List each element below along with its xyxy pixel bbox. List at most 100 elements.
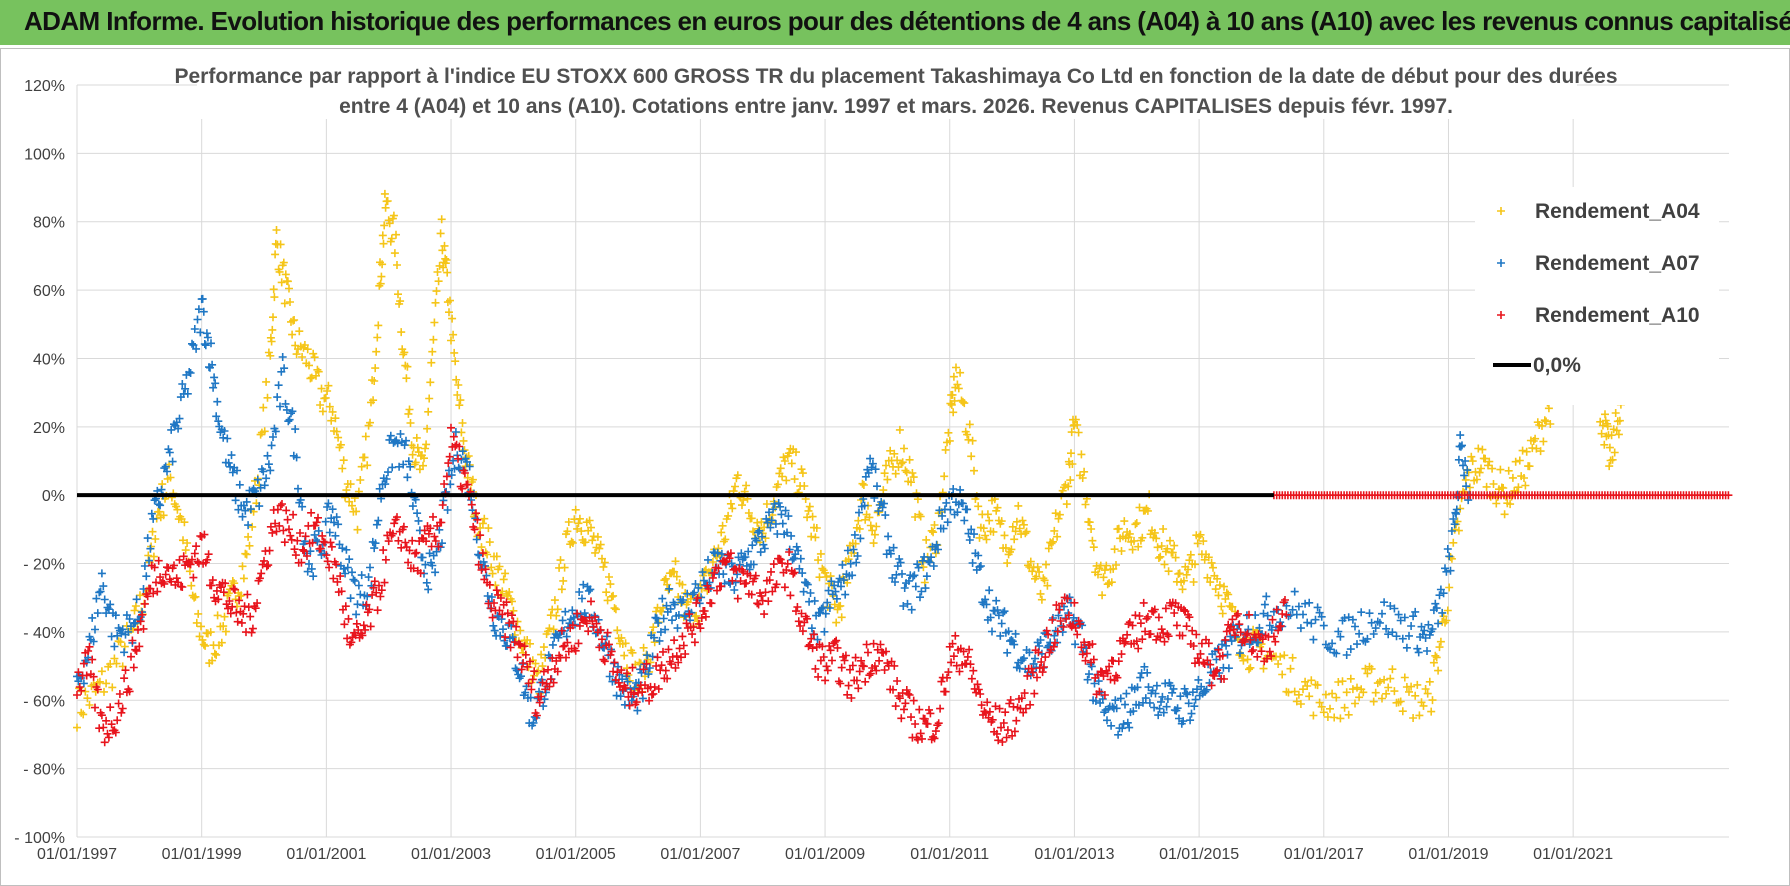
data-point <box>822 573 831 581</box>
data-point <box>384 468 392 477</box>
data-point <box>1001 543 1010 552</box>
data-point <box>229 584 238 593</box>
data-point <box>997 619 1006 628</box>
data-point <box>1144 683 1153 692</box>
data-point <box>442 472 451 481</box>
data-point <box>974 685 983 694</box>
data-point <box>242 550 251 559</box>
data-point <box>149 514 158 523</box>
data-point <box>843 690 852 699</box>
data-point <box>1030 689 1039 698</box>
data-point <box>1274 626 1283 635</box>
y-tick-label: 40% <box>33 351 65 368</box>
data-point <box>324 381 333 390</box>
data-point <box>532 711 541 720</box>
data-point <box>747 590 756 599</box>
data-point <box>1367 664 1376 673</box>
data-point <box>855 667 864 676</box>
data-point <box>1213 574 1222 583</box>
legend-item: Rendement_A04 <box>1497 200 1700 223</box>
data-point <box>154 500 163 509</box>
data-point <box>228 468 237 477</box>
data-point <box>679 641 688 650</box>
data-point <box>1380 598 1389 607</box>
data-point <box>744 509 753 517</box>
data-point <box>1040 576 1049 585</box>
data-point <box>968 436 977 445</box>
data-point <box>1485 457 1494 466</box>
data-point <box>1012 716 1021 725</box>
data-point <box>1243 655 1252 664</box>
data-point <box>1190 702 1199 711</box>
data-point <box>772 580 781 589</box>
data-point <box>373 333 382 342</box>
data-point <box>112 659 121 668</box>
data-point <box>963 505 972 514</box>
data-point <box>810 596 819 605</box>
data-point <box>1058 599 1066 608</box>
data-point <box>1303 682 1312 690</box>
data-point <box>121 666 130 675</box>
data-point <box>154 556 163 565</box>
data-point <box>371 539 380 548</box>
legend-label: Rendement_A04 <box>1535 200 1700 223</box>
data-point <box>337 587 346 596</box>
data-point <box>1089 655 1098 664</box>
data-point <box>372 520 381 529</box>
data-point <box>363 461 372 470</box>
data-point <box>106 703 115 712</box>
data-point <box>1031 654 1039 663</box>
data-point <box>300 341 309 349</box>
data-point <box>812 524 821 532</box>
data-point <box>295 327 304 336</box>
data-point <box>298 502 307 511</box>
data-point <box>303 552 311 560</box>
data-point <box>129 619 138 628</box>
data-point <box>366 418 374 427</box>
data-point <box>385 219 394 228</box>
x-tick-label: 01/01/2019 <box>1408 846 1488 863</box>
data-point <box>537 650 546 659</box>
data-point <box>661 574 670 583</box>
data-point <box>836 679 845 688</box>
data-point <box>975 533 984 542</box>
data-point <box>981 595 990 604</box>
data-point <box>96 587 105 596</box>
data-point <box>1037 658 1046 666</box>
data-point <box>314 367 323 376</box>
data-point <box>925 705 933 714</box>
data-point <box>993 503 1002 512</box>
data-point <box>226 462 235 471</box>
data-point <box>916 512 925 521</box>
data-point <box>934 545 942 554</box>
data-point <box>943 518 952 527</box>
data-point <box>161 570 170 579</box>
data-point <box>925 558 934 567</box>
data-point <box>430 532 439 541</box>
data-point <box>596 625 605 634</box>
data-point <box>1154 613 1163 622</box>
data-point <box>1467 452 1476 461</box>
data-point <box>970 466 978 475</box>
data-point <box>1260 600 1269 609</box>
data-point <box>1025 648 1034 657</box>
data-point <box>1036 636 1045 644</box>
data-point <box>89 637 98 646</box>
data-point <box>1288 605 1297 614</box>
data-point <box>339 456 348 465</box>
data-point <box>458 484 467 493</box>
data-point <box>1199 658 1208 667</box>
data-point <box>1371 688 1380 697</box>
data-point <box>645 664 654 672</box>
data-point <box>419 461 427 470</box>
data-point <box>616 692 625 701</box>
data-point <box>1351 622 1359 631</box>
data-point <box>131 645 140 654</box>
data-point <box>260 427 269 436</box>
data-point <box>485 538 494 547</box>
data-point <box>1003 559 1012 568</box>
data-point <box>262 377 271 386</box>
data-point <box>897 459 906 468</box>
data-point <box>1330 713 1339 722</box>
